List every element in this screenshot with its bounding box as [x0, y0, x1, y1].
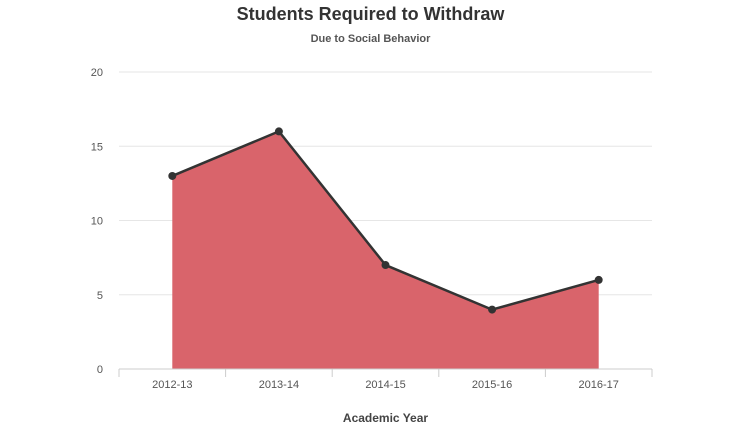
x-axis-title: Academic Year [343, 411, 429, 425]
chart-title: Students Required to Withdraw [236, 4, 505, 24]
y-tick-label: 20 [91, 67, 103, 79]
y-tick-label: 15 [91, 141, 103, 153]
data-point [488, 305, 497, 314]
data-point [381, 261, 390, 270]
y-tick-label: 5 [97, 290, 103, 302]
area-layer [171, 130, 600, 369]
chart-subtitle: Due to Social Behavior [310, 33, 431, 45]
data-point [274, 127, 283, 136]
x-tick-label: 2012-13 [152, 379, 192, 391]
data-points [168, 127, 603, 314]
x-tick-label: 2013-14 [259, 379, 299, 391]
x-tick-label: 2016-17 [579, 379, 619, 391]
y-tick-label: 10 [91, 216, 103, 228]
data-point [168, 171, 177, 180]
y-tick-label: 0 [97, 364, 103, 376]
area-fill [172, 131, 599, 369]
x-tick-label: 2014-15 [365, 379, 405, 391]
x-axis: 2012-13 2013-14 2014-15 2015-16 2016-17 [118, 368, 653, 391]
y-axis-ticks: 0 5 10 15 20 [91, 67, 103, 376]
x-tick-label: 2015-16 [472, 379, 512, 391]
data-point [594, 275, 603, 284]
